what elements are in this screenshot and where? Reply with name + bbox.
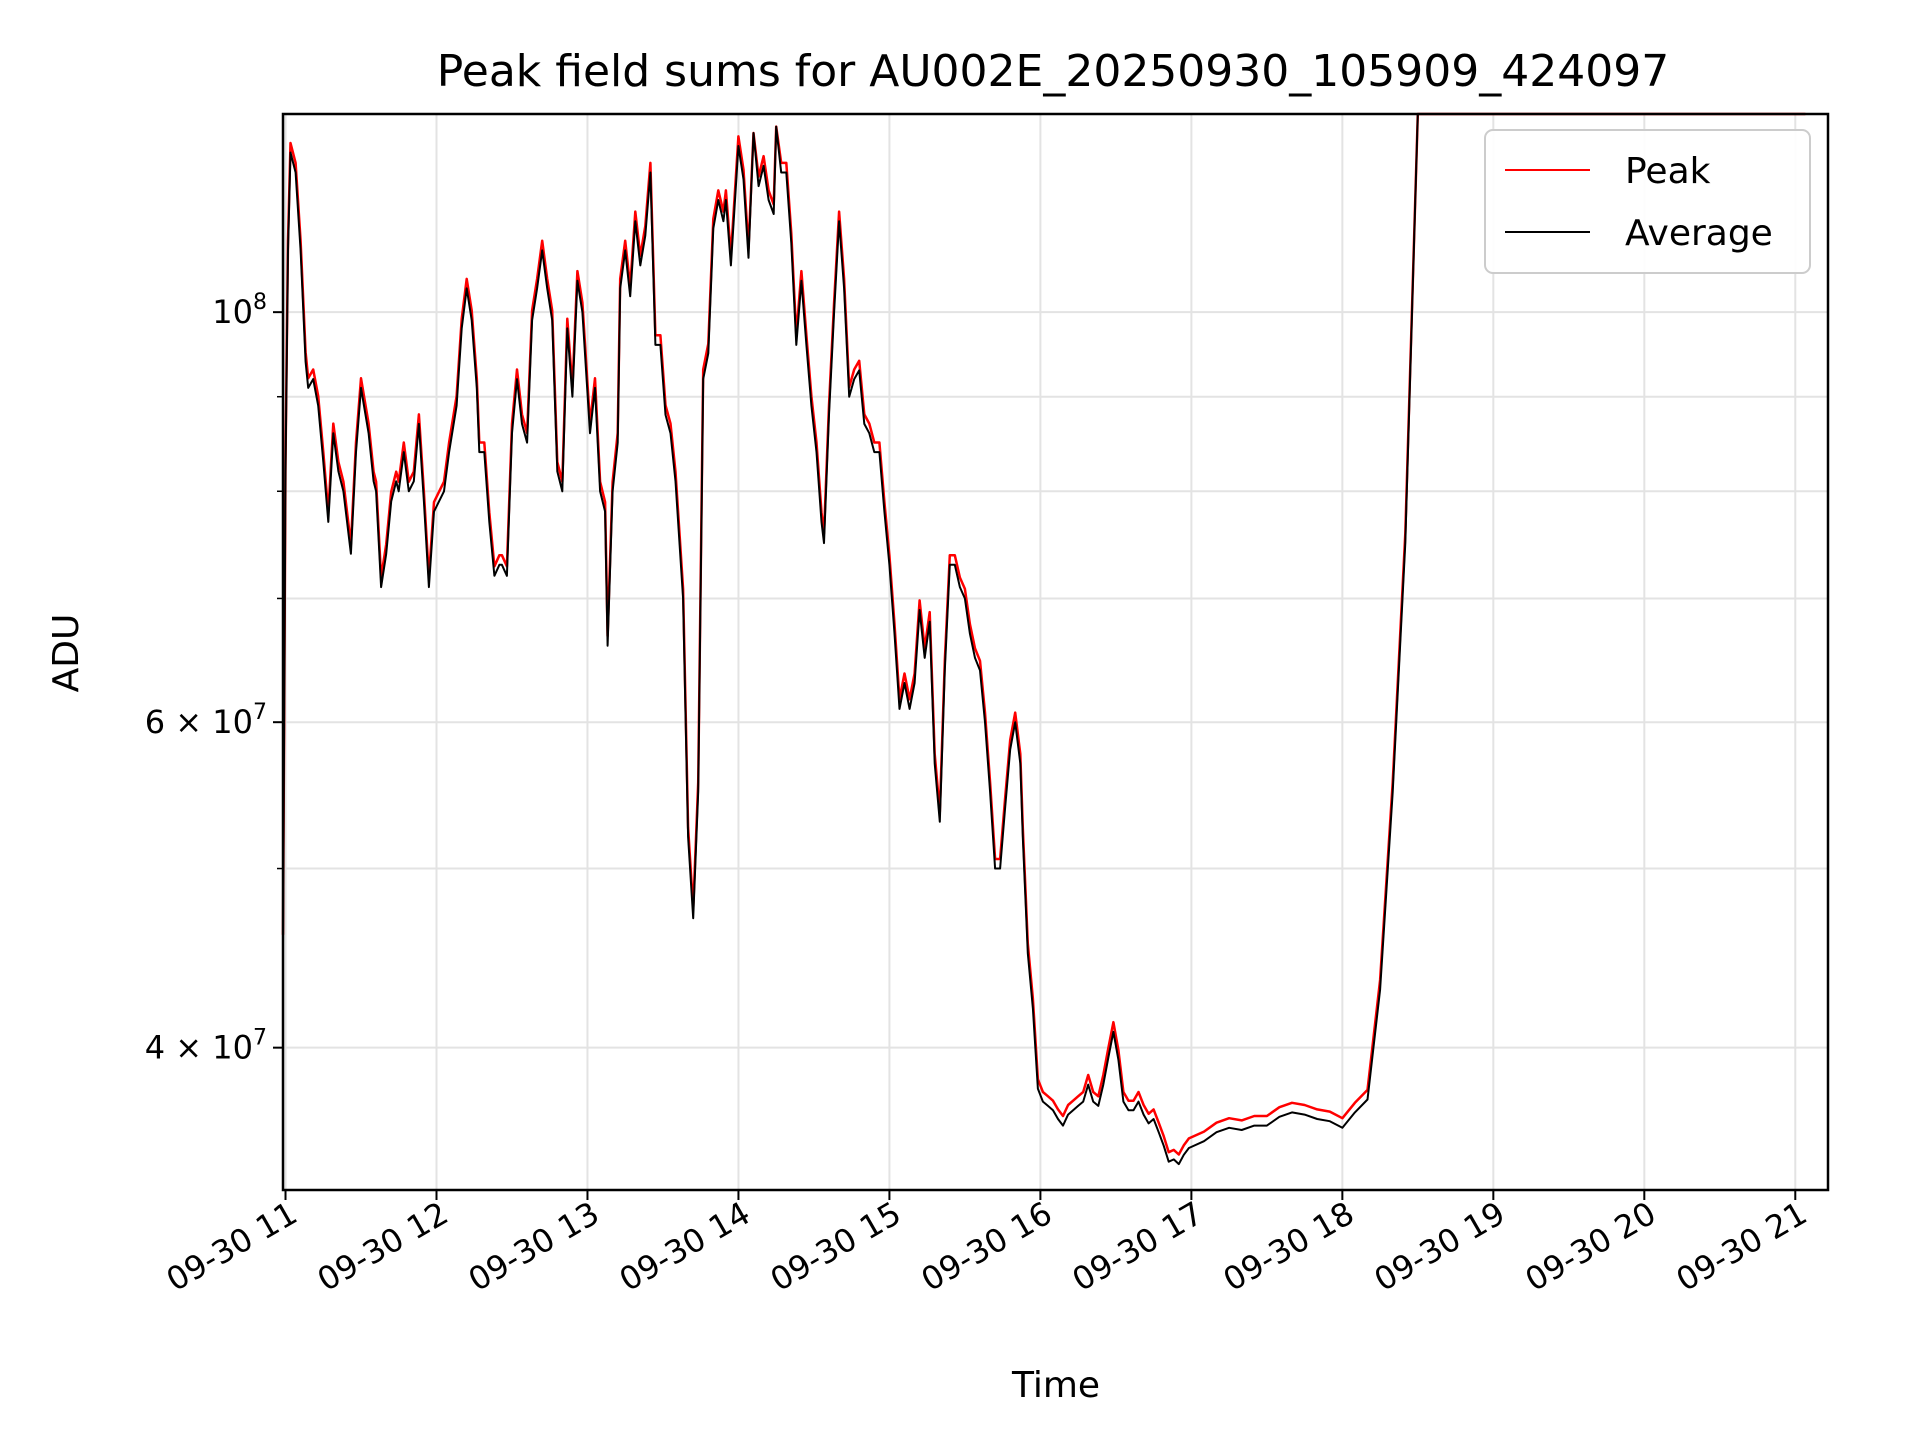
average-series-line (282, 113, 1806, 1166)
y-tick-label: 4 × 107 (145, 1026, 267, 1067)
x-tick-label: 09-30 12 (311, 1194, 455, 1299)
y-axis-label: ADU (46, 614, 87, 693)
x-tick-label: 09-30 20 (1519, 1194, 1663, 1299)
series-lines (281, 112, 1806, 1166)
x-tick-label: 09-30 11 (160, 1194, 304, 1299)
x-tick-label: 09-30 15 (764, 1194, 908, 1299)
x-tick-label: 09-30 13 (462, 1194, 606, 1299)
legend: Peak Average (1484, 129, 1811, 274)
grid-lines (283, 114, 1828, 1190)
chart-title: Peak field sums for AU002E_20250930_1059… (437, 46, 1669, 97)
y-tick-label: 108 (212, 290, 267, 331)
x-tick-label: 09-30 14 (613, 1194, 757, 1299)
x-tick-label: 09-30 21 (1670, 1194, 1814, 1299)
plot-frame (281, 112, 1830, 1192)
legend-box (1484, 129, 1811, 274)
x-axis-label: Time (1011, 1365, 1100, 1406)
x-tick-label: 09-30 17 (1066, 1194, 1210, 1299)
x-tick-label: 09-30 19 (1368, 1194, 1512, 1299)
legend-label: Average (1625, 213, 1773, 254)
y-tick-label: 6 × 107 (145, 700, 267, 741)
x-tick-label: 09-30 16 (915, 1194, 1059, 1299)
y-axis: 108 6 × 107 4 × 107 (145, 290, 283, 1067)
peak-series-line (281, 112, 1806, 1156)
x-tick-label: 09-30 18 (1217, 1194, 1361, 1299)
x-axis: 09-30 11 09-30 12 09-30 13 09-30 14 09-30 15… (160, 1190, 1813, 1299)
legend-label: Peak (1625, 151, 1711, 192)
